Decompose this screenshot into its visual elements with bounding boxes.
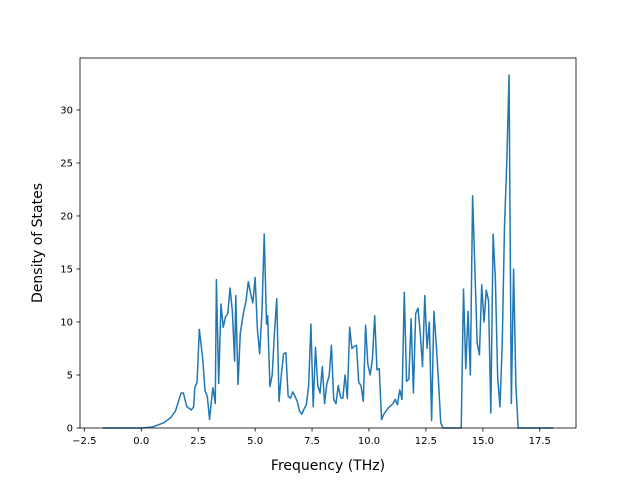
x-tick-label: 12.5: [415, 436, 437, 447]
plot-frame: [79, 57, 577, 429]
x-tick-label: 17.5: [529, 436, 551, 447]
y-tick-label: 25: [60, 158, 73, 169]
y-axis-label: Density of States: [30, 183, 46, 303]
x-tick-label: 5.0: [247, 436, 263, 447]
x-tick-label: 15.0: [472, 436, 494, 447]
x-tick-label: 0.0: [133, 436, 149, 447]
y-tick-label: 5: [67, 370, 73, 381]
x-tick-label: 10.0: [358, 436, 380, 447]
y-tick-label: 30: [60, 105, 73, 116]
x-tick-label: −2.5: [72, 436, 96, 447]
data-line: [102, 74, 554, 429]
x-tick-label: 7.5: [304, 436, 320, 447]
y-tick-label: 0: [67, 424, 73, 435]
y-tick-label: 20: [60, 211, 73, 222]
x-axis-label: Frequency (THz): [271, 458, 385, 474]
x-tick-label: 2.5: [190, 436, 206, 447]
y-tick-label: 15: [60, 264, 73, 275]
y-tick-label: 10: [60, 317, 73, 328]
